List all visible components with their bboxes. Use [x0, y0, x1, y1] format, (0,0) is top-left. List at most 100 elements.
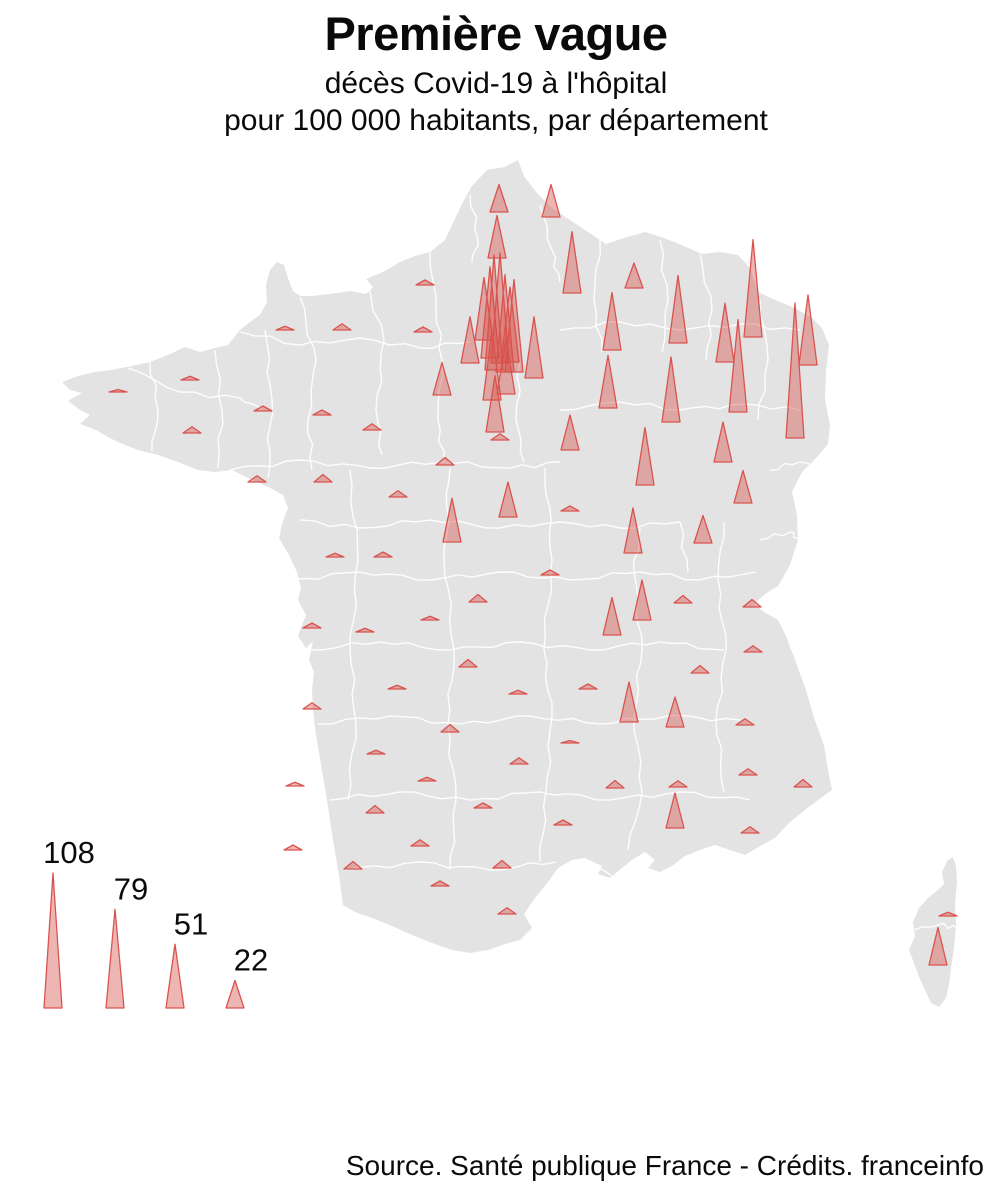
- department-spike: [417, 776, 437, 782]
- department-border-line: [127, 367, 263, 411]
- department-spike: [553, 819, 573, 826]
- department-spike: [540, 569, 560, 576]
- department-border-line: [344, 861, 557, 871]
- spike-height-legend: 108 79 51 22: [43, 835, 268, 1009]
- department-spike: [560, 505, 580, 512]
- department-spike: [432, 361, 452, 396]
- department-spike: [355, 627, 375, 633]
- department-spike: [665, 696, 685, 728]
- department-spike: [541, 183, 561, 218]
- department-spike: [504, 278, 524, 373]
- department-spike: [798, 294, 818, 366]
- department-spike: [509, 757, 529, 765]
- department-spike: [624, 262, 644, 289]
- corsica-shape: [909, 857, 957, 1007]
- department-spike: [435, 456, 455, 466]
- department-spike: [468, 593, 488, 603]
- department-spike: [490, 433, 510, 441]
- department-spike: [388, 490, 408, 498]
- department-border-line: [679, 521, 689, 573]
- department-spike: [733, 469, 753, 504]
- department-spike: [365, 804, 385, 814]
- department-spike: [366, 749, 386, 755]
- legend-value-label: 51: [174, 906, 208, 941]
- department-spike: [473, 802, 493, 809]
- department-border-line: [627, 527, 643, 851]
- department-border-line: [239, 331, 471, 350]
- department-spike: [343, 860, 363, 870]
- department-spike: [560, 414, 580, 451]
- department-spike: [497, 907, 517, 915]
- department-border-line: [214, 349, 224, 469]
- department-spike: [785, 302, 805, 439]
- department-border-line: [309, 641, 725, 651]
- department-spike: [485, 375, 505, 433]
- department-spike: [728, 318, 748, 413]
- department-spike: [524, 316, 544, 379]
- department-spike: [928, 926, 948, 966]
- department-border-line: [264, 329, 274, 479]
- department-spike: [738, 768, 758, 776]
- department-spike: [420, 615, 440, 621]
- department-spike: [413, 326, 433, 333]
- department-border-line: [659, 239, 669, 353]
- department-spike: [387, 684, 407, 690]
- subtitle-line2: pour 100 000 habitants, par département: [224, 104, 768, 137]
- department-spike: [743, 238, 763, 338]
- department-spike: [715, 302, 735, 363]
- department-spike: [182, 426, 202, 434]
- department-border-line: [539, 204, 561, 283]
- department-spike: [598, 354, 618, 409]
- legend-spike: [165, 943, 185, 1009]
- department-spike: [108, 388, 128, 393]
- department-spike: [247, 475, 267, 483]
- department-spike: [713, 421, 733, 463]
- legend-spike: [43, 872, 63, 1009]
- department-border-line: [299, 296, 317, 471]
- department-spike: [442, 497, 462, 543]
- department-spike: [332, 323, 352, 331]
- department-border-line: [299, 519, 681, 530]
- department-spike: [668, 274, 688, 344]
- department-border-line: [469, 194, 479, 263]
- department-spike: [362, 423, 382, 431]
- legend-spike: [105, 908, 125, 1009]
- department-spike: [325, 552, 345, 558]
- department-spike: [180, 375, 200, 381]
- department-border-line: [759, 531, 801, 541]
- department-spike: [735, 718, 755, 726]
- department-border-line: [317, 714, 741, 725]
- department-spike: [253, 405, 273, 412]
- department-spike: [283, 844, 303, 851]
- department-border-line: [443, 467, 457, 871]
- department-spike: [430, 880, 450, 887]
- department-spike: [635, 426, 655, 486]
- department-spike: [496, 338, 516, 395]
- department-spike: [275, 325, 295, 331]
- department-spike: [665, 792, 685, 829]
- department-spike: [668, 780, 688, 788]
- department-spike: [562, 231, 582, 294]
- department-border-line: [593, 239, 603, 353]
- department-border-line: [347, 469, 359, 801]
- department-spike: [793, 778, 813, 788]
- department-spike: [313, 473, 333, 483]
- department-spike: [623, 507, 643, 554]
- department-border-line: [715, 521, 727, 793]
- department-spike: [373, 551, 393, 558]
- department-spike: [440, 723, 460, 733]
- department-border-line: [515, 361, 525, 463]
- department-spike: [508, 689, 528, 695]
- department-spike: [605, 779, 625, 789]
- department-spike: [498, 481, 518, 518]
- department-border-line: [429, 251, 445, 463]
- legend-value-label: 108: [43, 835, 95, 870]
- department-spike: [560, 739, 580, 744]
- source-credit: Source. Santé publique France - Crédits.…: [345, 1150, 984, 1181]
- department-spike: [602, 596, 622, 636]
- page-title: Première vague: [324, 7, 668, 60]
- department-spike: [285, 781, 305, 787]
- department-border-line: [559, 401, 801, 411]
- legend-value-label: 79: [114, 871, 148, 906]
